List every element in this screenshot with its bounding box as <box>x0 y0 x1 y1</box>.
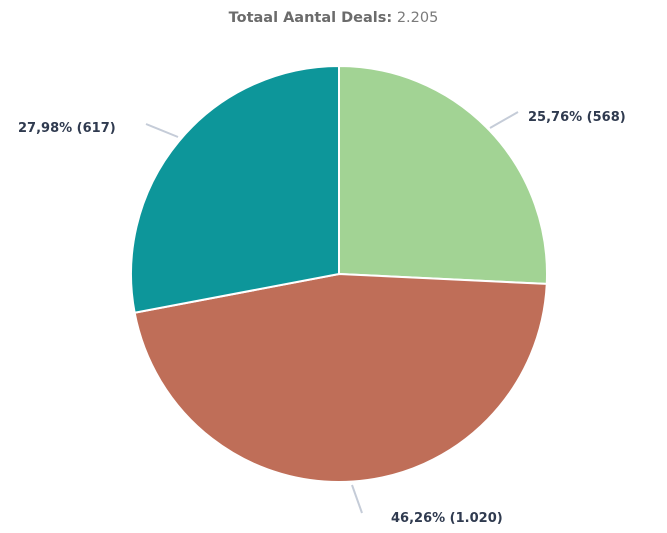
slice-label-3: 27,98% (617) <box>18 121 116 136</box>
pie-labels: 25,76% (568) 46,26% (1.020) 27,98% (617) <box>18 110 626 526</box>
slice-label-1: 25,76% (568) <box>528 110 626 125</box>
pie-leader-lines <box>145 111 519 514</box>
slice-label-2: 46,26% (1.020) <box>391 511 503 526</box>
chart-title: Totaal Aantal Deals: 2.205 <box>0 10 667 26</box>
pie-slice-1 <box>338 64 548 285</box>
pie-slice-3 <box>130 64 340 314</box>
leader-line-2 <box>351 484 363 514</box>
pie-slice-2 <box>133 272 548 483</box>
leader-line-1 <box>489 111 519 129</box>
leader-line-3 <box>145 123 179 138</box>
chart-title-label: Totaal Aantal Deals: <box>228 10 393 26</box>
pie-slices <box>130 64 548 483</box>
chart-title-value: 2.205 <box>396 10 439 26</box>
